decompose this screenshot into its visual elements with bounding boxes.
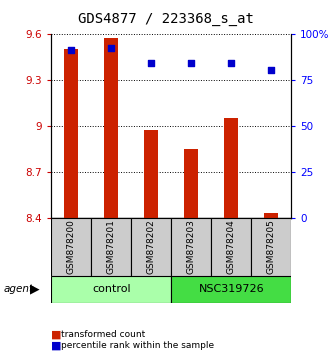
- Text: control: control: [92, 284, 131, 295]
- Bar: [211, 218, 251, 276]
- Point: [229, 60, 234, 66]
- Point: [269, 68, 274, 73]
- Text: GSM878203: GSM878203: [187, 219, 196, 274]
- Text: ■: ■: [51, 340, 62, 350]
- Bar: [251, 218, 291, 276]
- Text: transformed count: transformed count: [61, 330, 146, 339]
- Text: ■: ■: [51, 330, 62, 339]
- Bar: [184, 149, 198, 218]
- Bar: [91, 218, 131, 276]
- Bar: [171, 218, 211, 276]
- Bar: [51, 276, 171, 303]
- Point: [109, 46, 114, 51]
- Bar: [51, 218, 91, 276]
- Text: GSM878204: GSM878204: [227, 219, 236, 274]
- Bar: [131, 218, 171, 276]
- Text: GSM878201: GSM878201: [107, 219, 116, 274]
- Bar: [64, 49, 78, 218]
- Point: [149, 60, 154, 66]
- Point: [189, 60, 194, 66]
- Bar: [144, 130, 158, 218]
- Bar: [224, 118, 238, 218]
- Point: [69, 47, 74, 53]
- Bar: [264, 213, 278, 218]
- Bar: [104, 38, 118, 218]
- Text: GSM878202: GSM878202: [147, 219, 156, 274]
- Text: GSM878200: GSM878200: [67, 219, 76, 274]
- Bar: [171, 276, 291, 303]
- Text: GDS4877 / 223368_s_at: GDS4877 / 223368_s_at: [77, 12, 254, 27]
- Text: ▶: ▶: [30, 283, 40, 296]
- Text: NSC319726: NSC319726: [199, 284, 264, 295]
- Text: percentile rank within the sample: percentile rank within the sample: [61, 341, 214, 350]
- Text: GSM878205: GSM878205: [267, 219, 276, 274]
- Text: agent: agent: [3, 284, 33, 295]
